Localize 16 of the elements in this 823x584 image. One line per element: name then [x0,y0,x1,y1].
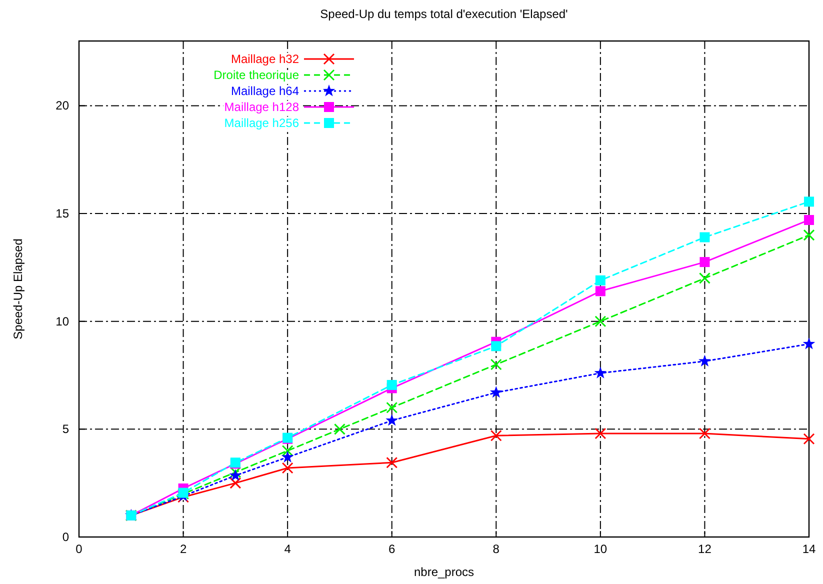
x-tick-label: 4 [284,542,292,556]
y-tick-label: 20 [56,98,70,113]
x-tick-label: 10 [594,542,608,556]
x-axis-title: nbre_procs [414,565,474,579]
x-tick-label: 6 [388,542,396,556]
y-axis-title: Speed-Up Elapsed [11,238,25,340]
x-tick-label: 8 [492,542,500,556]
x-tick-label: 12 [698,542,712,556]
x-tick-label: 0 [76,542,83,556]
y-tick-label: 10 [56,314,70,328]
x-tick-label: 14 [802,542,816,556]
y-tick-label: 15 [56,206,70,221]
y-tick-label: 5 [62,422,70,436]
chart-title: Speed-Up du temps total d'execution 'Elapsed' [320,7,568,21]
x-tick-label: 2 [180,542,187,556]
y-tick-label: 0 [62,530,70,544]
